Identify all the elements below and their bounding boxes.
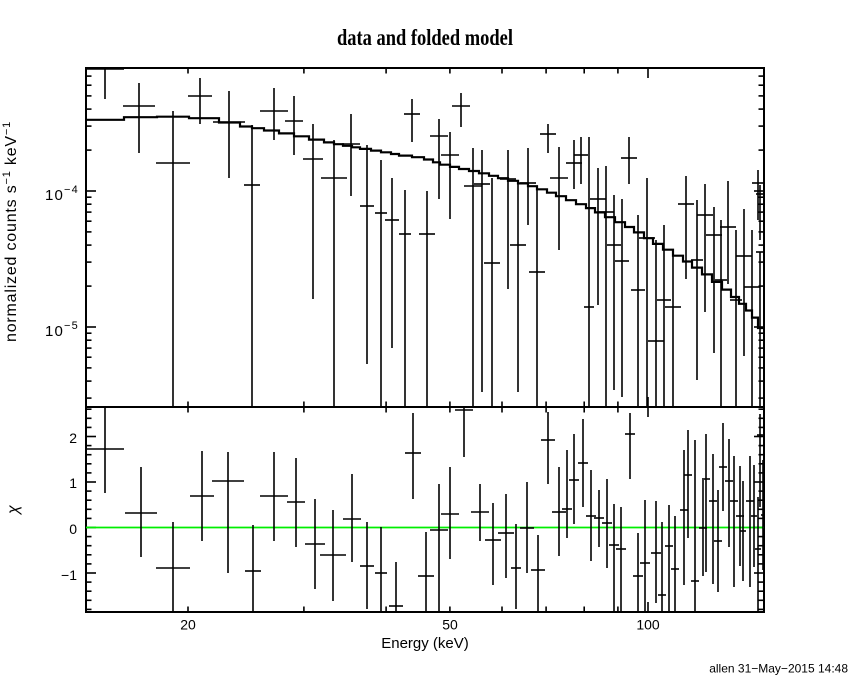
svg-text:data and folded model: data and folded model [337,25,513,50]
svg-text:0: 0 [69,521,77,537]
svg-text:2: 2 [69,430,77,446]
svg-text:Energy (keV): Energy (keV) [381,635,469,652]
svg-text:100: 100 [636,617,660,633]
svg-text:50: 50 [442,617,458,633]
svg-text:χ: χ [5,505,22,516]
svg-text:−1: −1 [61,567,77,583]
svg-text:normalized counts s−1 keV−1: normalized counts s−1 keV−1 [1,121,20,342]
svg-text:1: 1 [69,475,77,491]
svg-text:allen 31−May−2015 14:48: allen 31−May−2015 14:48 [709,662,848,676]
svg-text:20: 20 [180,617,196,633]
